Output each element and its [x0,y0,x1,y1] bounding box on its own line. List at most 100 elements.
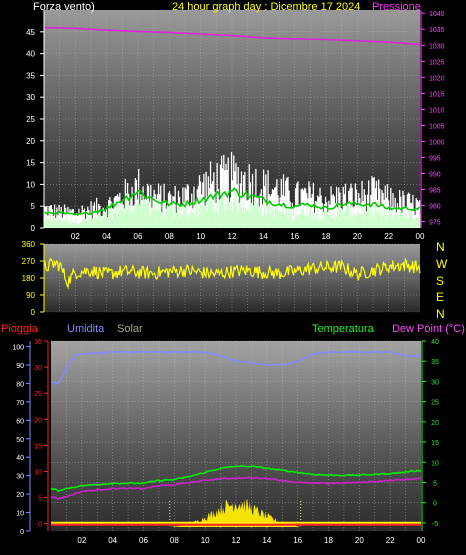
wind-avg-bar [125,198,128,228]
wind-gust-bar [343,194,345,228]
wind-gust-bar [201,194,203,228]
wind-gust-bar [412,194,414,228]
wind-avg-bar [229,208,232,228]
wind-avg-bar [167,203,170,228]
wind-gust-bar [271,189,274,228]
wind-avg-bar [49,220,51,228]
humidity-y-tick-label: 80 [16,381,24,388]
humidity-line [50,350,422,385]
wind-avg-bar [330,216,332,228]
wind-avg-bar [324,210,327,228]
wind-avg-bar [165,208,167,228]
wind-gust-bar [95,197,98,228]
wind-avg-bar [87,221,89,228]
wind-avg-bar [360,215,362,228]
humidity-y-tick-label: 60 [16,418,24,425]
wind-avg-bar [154,210,156,228]
wind-avg-bar [384,211,386,228]
wind-avg-bar [164,212,166,228]
wind-gust-bar [318,196,320,228]
wind-avg-bar [60,222,62,228]
wind-avg-bar [259,208,261,228]
wind-avg-bar [290,208,292,228]
wind-avg-bar [80,222,82,228]
wind-gust-bar [311,194,313,228]
wind-avg-bar [144,198,146,228]
wind-avg-bar [386,213,389,228]
wind-avg-bar [153,204,155,228]
pressure-label: Pressione [372,1,421,13]
wind-avg-bar [274,218,276,228]
wind-gust-bar [342,186,344,228]
dir-label-n-top: N [436,240,445,254]
rain-y-tick-label: 15 [34,443,42,450]
rain-y-tick-label: 20 [34,417,42,424]
wind-gust-bar [92,205,94,228]
wind-avg-bar [410,212,412,228]
wind-gust-bar [288,190,290,228]
wind-avg-bar [58,216,60,228]
wind-gust-bar [46,206,48,228]
wind-avg-bar [316,213,318,228]
wind-avg-bar [76,224,78,228]
wind-y-tick-label: 20 [26,137,35,146]
wind-avg-bar [255,201,257,228]
wind-avg-bar [105,216,108,228]
wind-gust-bar [349,188,351,228]
wind-gust-bar [202,182,204,228]
wind-avg-bar [304,218,307,228]
wind-avg-bar [57,220,59,228]
wind-gust-bar [76,213,78,228]
wind-gust-bar [282,174,285,228]
wind-avg-bar [393,214,395,228]
wind-gust-bar [226,169,228,228]
wind-avg-bar [344,209,347,228]
wind-avg-bar [136,200,139,228]
wind-x-tick-label: 06 [134,232,143,241]
humidity-label: Umidita [67,323,105,335]
rain-y-tick-label: 5 [38,496,42,503]
wind-avg-bar [372,219,374,228]
wind-gust-bar [194,202,196,228]
wind-avg-bar [298,214,300,228]
temp-x-tick-label: 08 [170,536,179,545]
wind-avg-bar [283,213,286,228]
wind-avg-bar [335,216,338,228]
wind-avg-bar [288,209,290,228]
wind-avg-bar [307,219,309,228]
wind-avg-bar [120,204,122,228]
temp-y-tick-label: 0 [433,501,437,508]
wind-avg-bar [397,215,400,228]
wind-gust-bar [130,197,132,228]
wind-gust-bar [203,173,205,228]
wind-gust-bar [321,202,323,228]
wind-avg-bar [103,212,106,228]
temperature-line [50,464,422,493]
wind-avg-bar [173,217,175,228]
wind-gust-bar [386,184,389,228]
wind-avg-bar [72,222,75,228]
wind-gust-bar [71,209,73,228]
wind-y-tick-label: 0 [31,224,36,233]
wind-avg-bar [114,211,117,228]
wind-avg-bar [186,205,188,228]
wind-avg-bar [313,214,316,228]
wind-avg-bar [140,194,142,228]
pressure-y-tick-label: 990 [429,172,441,179]
direction-y-tick-label: 180 [22,274,36,283]
wind-gust-bar [351,187,353,228]
wind-gust-bar [70,210,72,228]
wind-avg-bar [69,223,71,228]
wind-gust-bar [335,186,338,228]
wind-avg-bar [44,221,46,228]
wind-avg-bar [205,199,207,228]
wind-avg-bar [230,201,233,228]
wind-gust-bar [188,206,191,228]
wind-avg-bar [219,200,222,228]
wind-gust-bar [403,195,405,228]
wind-y-tick-label: 45 [26,28,35,37]
wind-avg-bar [394,216,396,228]
temp-y-tick-label: 40 [431,339,439,346]
wind-avg-bar [155,209,157,228]
